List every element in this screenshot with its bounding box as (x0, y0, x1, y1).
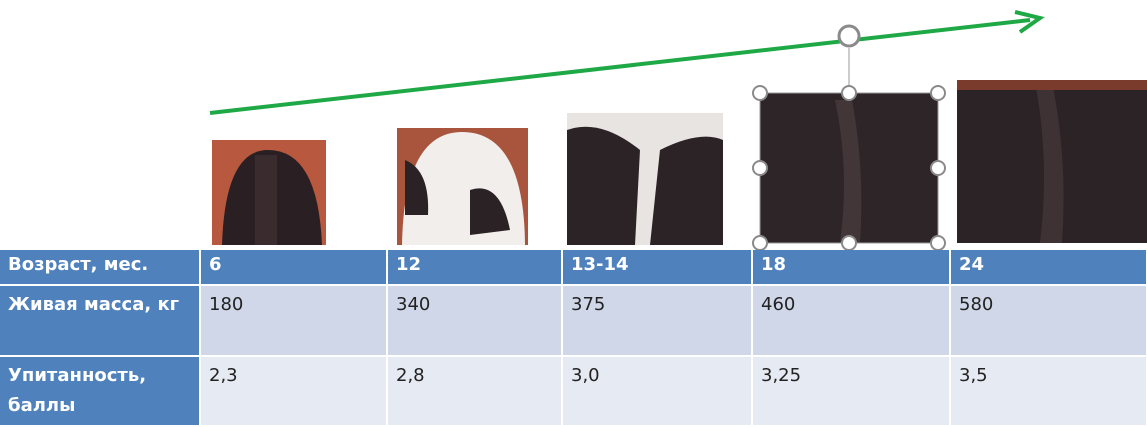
table-row: Упитанность, баллы 2,3 2,8 3,0 3,25 3,5 (0, 356, 1147, 427)
data-table: Возраст, мес. 6 12 13-14 18 24 Живая мас… (0, 250, 1147, 427)
cell: 24 (950, 250, 1147, 286)
cell: 6 (200, 250, 388, 286)
photo (567, 113, 723, 245)
photo (397, 128, 528, 245)
table-row: Живая масса, кг 180 340 375 460 580 (0, 285, 1147, 357)
cell: 180 (200, 285, 388, 357)
photo (212, 140, 326, 245)
cell: 3,0 (562, 356, 753, 427)
cell: 2,8 (387, 356, 563, 427)
cell: 460 (752, 285, 951, 357)
cell: Упитанность, баллы (0, 356, 201, 427)
photo (957, 80, 1147, 243)
cell: 340 (387, 285, 563, 357)
cell: 2,3 (200, 356, 388, 427)
cell: Возраст, мес. (0, 250, 201, 286)
cell: 18 (752, 250, 951, 286)
table-header-row: Возраст, мес. 6 12 13-14 18 24 (0, 250, 1147, 286)
selection-frame (752, 24, 946, 250)
slide-graphics (209, 10, 1147, 250)
cell: 375 (562, 285, 753, 357)
cell: 580 (950, 285, 1147, 357)
cell: 12 (387, 250, 563, 286)
cell: 3,25 (752, 356, 951, 427)
growth-arrow (209, 10, 1045, 115)
cell: Живая масса, кг (0, 285, 201, 357)
photo (760, 93, 938, 243)
cell: 13-14 (562, 250, 753, 286)
cell: 3,5 (950, 356, 1147, 427)
